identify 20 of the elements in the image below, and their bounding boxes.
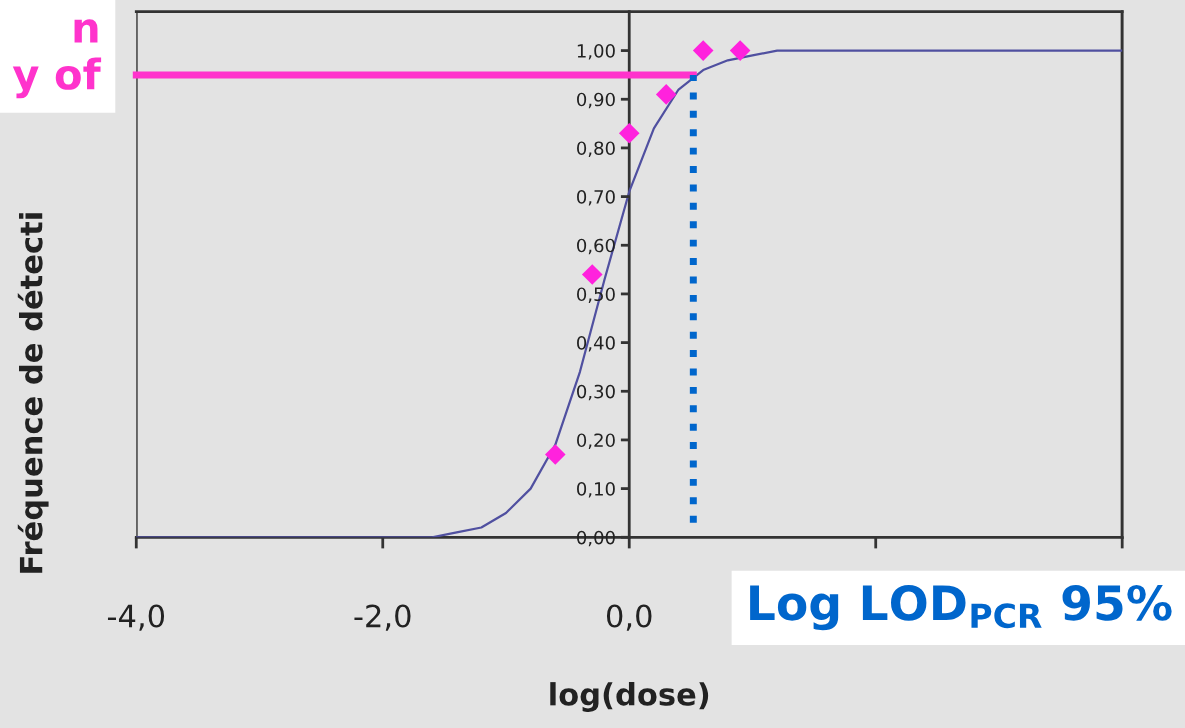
- x-tick-label: -2,0: [354, 604, 411, 631]
- text: n y of: [12, 19, 102, 99]
- text: Log LOD$_{PCR}$ 95%: [750, 584, 1172, 631]
- y-tick-label: 0,30: [577, 384, 615, 401]
- x-tick-label: -4,0: [107, 604, 165, 631]
- y-tick-label: 0,90: [577, 92, 615, 109]
- x-axis-title: log(dose): [550, 682, 709, 712]
- y-tick-label: 0,20: [577, 433, 615, 449]
- point: [729, 40, 751, 61]
- y-axis-title: Fréquence de détecti: [17, 213, 49, 573]
- point: [618, 123, 640, 144]
- point: [692, 40, 714, 61]
- y-tick-label: 0,80: [577, 141, 615, 157]
- point: [544, 444, 566, 465]
- x-tick-label: 0,0: [606, 604, 652, 631]
- point: [581, 264, 603, 285]
- y-tick-label: 0,70: [577, 190, 615, 206]
- point: [655, 84, 677, 105]
- y-tick-label: 1,00: [577, 44, 615, 60]
- y-tick-label: 0,10: [577, 482, 615, 498]
